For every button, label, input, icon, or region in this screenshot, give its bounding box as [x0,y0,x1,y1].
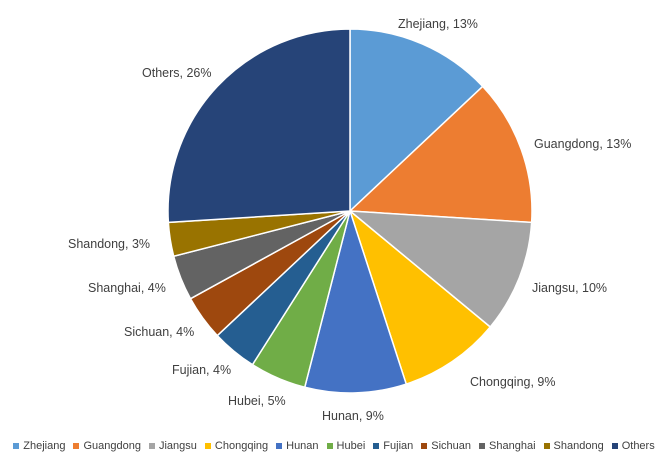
pie-slice-others [167,28,351,224]
pie-slice-guangdong [348,85,533,224]
legend-label: Sichuan [431,440,472,452]
legend-swatch [373,443,380,449]
legend-item-hunan: Hunan [276,440,319,452]
legend-item-others: Others [611,440,655,452]
pie-plot-area: Zhejiang, 13% Guangdong, 13% Jiangsu, 10% C… [68,17,631,423]
data-label-hubei: Hubei, 5% [228,394,286,408]
legend-label: Shandong [553,440,604,452]
legend-label: Chongqing [214,440,269,452]
data-label-others: Others, 26% [142,66,211,80]
legend-label: Shanghai [489,440,536,452]
data-label-fujian: Fujian, 4% [172,363,231,377]
data-label-guangdong: Guangdong, 13% [534,137,631,151]
legend-swatch [148,443,155,449]
legend-item-shandong: Shandong [543,440,604,452]
data-label-sichuan: Sichuan, 4% [124,325,194,339]
data-label-shanghai: Shanghai, 4% [88,281,166,295]
legend-swatch [543,443,550,449]
legend-swatch [479,443,486,449]
pie-slice-chongqing [348,208,492,386]
legend-label: Zhejiang [23,440,66,452]
pie-slice-zhejiang [349,28,484,213]
legend-label: Hunan [286,440,319,452]
legend-swatch [276,443,283,449]
legend-label: Guangdong [83,440,141,452]
legend-swatch [611,443,618,449]
data-label-jiangsu: Jiangsu, 10% [532,281,607,295]
labels-layer: Zhejiang, 13% Guangdong, 13% Jiangsu, 10% C… [68,17,631,423]
legend-swatch [326,443,333,449]
legend-label: Others [621,440,655,452]
legend-item-shanghai: Shanghai [479,440,536,452]
pie-slice-hunan [303,208,408,394]
legend-item-fujian: Fujian [373,440,413,452]
legend-label: Jiangsu [158,440,197,452]
data-label-shandong: Shandong, 3% [68,237,150,251]
legend-item-hubei: Hubei [326,440,366,452]
legend-label: Hubei [336,440,366,452]
legend-item-sichuan: Sichuan [421,440,471,452]
data-label-chongqing: Chongqing, 9% [470,375,555,389]
legend-swatch [73,443,80,449]
legend-swatch [13,443,20,449]
legend-item-chongqing: Chongqing [204,440,269,452]
legend-swatch [421,443,428,449]
legend-item-guangdong: Guangdong [73,440,141,452]
legend-label: Fujian [383,440,414,452]
legend-item-jiangsu: Jiangsu [148,440,197,452]
pie-slice-jiangsu [347,210,533,329]
slices-layer [167,28,533,394]
data-label-zhejiang: Zhejiang, 13% [398,17,478,31]
legend-swatch [204,443,211,449]
data-label-hunan: Hunan, 9% [322,409,384,423]
legend: Zhejiang Guangdong Jiangsu Chongqing Hunan Hu… [0,440,668,452]
legend-item-zhejiang: Zhejiang [13,440,65,452]
